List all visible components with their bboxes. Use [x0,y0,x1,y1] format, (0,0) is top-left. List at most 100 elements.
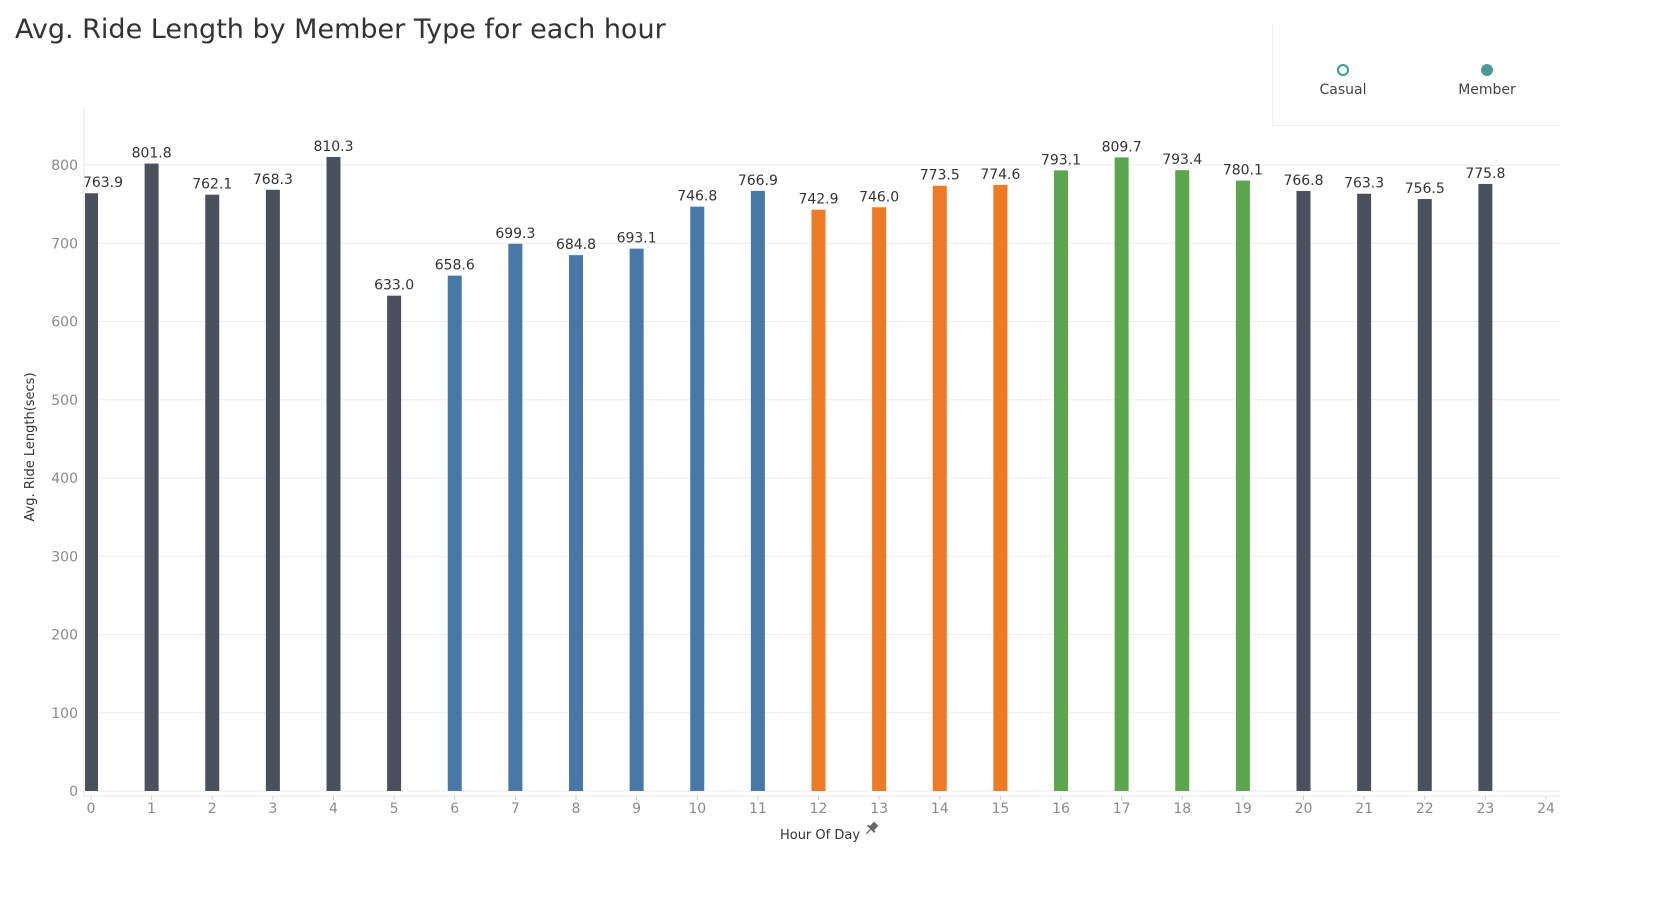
x-tick-label: 24 [1537,801,1555,817]
x-tick-label: 5 [390,801,399,817]
bar[interactable] [1478,183,1493,791]
bar[interactable] [508,243,523,792]
y-tick-label: 400 [51,471,78,487]
bar[interactable] [85,193,98,792]
bar-value-label: 693.1 [617,231,657,247]
x-axis: 0 1 2 3 4 5 6 7 8 9 10 11 12 13 14 15 16 17 18 19 20 21 22 23 24 [84,795,1560,817]
legend-item-casual[interactable]: Casual [1288,64,1398,98]
bar[interactable] [1175,170,1190,792]
y-axis: 0 100 200 300 400 500 600 700 800 [51,108,85,800]
bar-labels: 763.9 801.8 762.1 768.3 810.3 633.0 658.6 699.3… [83,139,1505,294]
x-tick-label: 18 [1173,801,1191,817]
x-tick-label: 11 [749,801,767,817]
x-tick-label: 14 [931,801,949,817]
bar[interactable] [690,206,705,791]
legend: Casual Member [1272,24,1560,126]
x-axis-title-group: Hour Of Day [780,820,880,843]
bar-value-label: 699.3 [495,226,535,242]
bar-value-label: 780.1 [1223,163,1263,179]
open-circle-icon [1337,64,1349,76]
bar-value-label: 774.6 [980,167,1020,183]
bar-value-label: 809.7 [1102,139,1142,155]
bar-value-label: 773.5 [920,168,960,184]
legend-label-casual: Casual [1319,82,1367,98]
x-tick-label: 13 [870,801,888,817]
bar[interactable] [811,209,826,791]
x-tick-label: 10 [688,801,706,817]
x-tick-label: 2 [208,801,217,817]
y-axis-title: Avg. Ride Length(secs) [23,372,38,521]
x-tick-label: 17 [1113,801,1131,817]
y-tick-label: 300 [51,549,78,565]
bar[interactable] [932,185,947,791]
x-tick-label: 23 [1476,801,1494,817]
bar-value-label: 746.0 [859,189,899,205]
bar[interactable] [1417,199,1432,791]
bar-value-label: 768.3 [253,172,293,188]
bar[interactable] [1054,170,1068,792]
y-tick-label: 0 [69,784,78,800]
x-tick-label: 0 [87,801,96,817]
pin-icon[interactable] [863,820,880,837]
x-tick-label: 16 [1052,801,1070,817]
bar-value-label: 793.1 [1041,152,1081,168]
x-tick-label: 6 [450,801,459,817]
bar[interactable] [326,156,341,791]
x-tick-label: 9 [632,801,641,817]
bar-value-label: 763.3 [1344,176,1384,192]
x-tick-label: 1 [147,801,156,817]
bar[interactable] [205,194,220,792]
bar-value-label: 775.8 [1465,166,1505,182]
bar[interactable] [1357,193,1372,791]
legend-item-member[interactable]: Member [1432,64,1542,98]
x-tick-label: 3 [268,801,277,817]
bar-value-label: 658.6 [435,258,475,274]
bar[interactable] [265,189,280,792]
x-tick-label: 7 [511,801,520,817]
bar[interactable] [872,207,887,791]
x-tick-label: 19 [1234,801,1252,817]
bar[interactable] [993,184,1008,792]
x-tick-label: 8 [572,801,581,817]
x-tick-label: 15 [991,801,1009,817]
y-tick-label: 200 [51,628,78,644]
x-tick-label: 20 [1295,801,1313,817]
bar[interactable] [750,190,765,791]
y-tick-label: 100 [51,706,78,722]
chart-title: Avg. Ride Length by Member Type for each… [15,14,666,45]
bar[interactable] [387,295,402,791]
y-tick-label: 500 [51,393,78,409]
x-tick-label: 22 [1416,801,1434,817]
bar-value-label: 801.8 [132,146,172,162]
filled-circle-icon [1481,64,1493,76]
x-axis-title: Hour Of Day [780,828,860,843]
bar-value-label: 763.9 [83,175,123,191]
bar-value-label: 756.5 [1405,181,1445,197]
bar[interactable] [144,163,159,792]
bar[interactable] [1296,190,1311,791]
legend-label-member: Member [1458,82,1516,98]
bar[interactable] [629,248,644,792]
bar-value-label: 766.8 [1283,173,1323,189]
bar[interactable] [569,255,583,792]
bar[interactable] [1114,157,1129,792]
bar-value-label: 746.8 [677,189,717,205]
y-tick-label: 600 [51,315,78,331]
bar-value-label: 633.0 [374,278,414,294]
x-tick-label: 4 [329,801,338,817]
x-tick-label: 12 [810,801,828,817]
bar-value-label: 766.9 [738,173,778,189]
bar[interactable] [447,275,462,791]
y-tick-label: 700 [51,236,78,252]
bar-value-label: 810.3 [313,139,353,155]
bars [85,156,1493,792]
bar-value-label: 793.4 [1162,152,1202,168]
bar-value-label: 762.1 [192,177,232,193]
x-tick-label: 21 [1355,801,1373,817]
bar-value-label: 684.8 [556,237,596,253]
y-tick-label: 800 [51,158,78,174]
bar-value-label: 742.9 [798,192,838,208]
bar[interactable] [1235,180,1250,791]
